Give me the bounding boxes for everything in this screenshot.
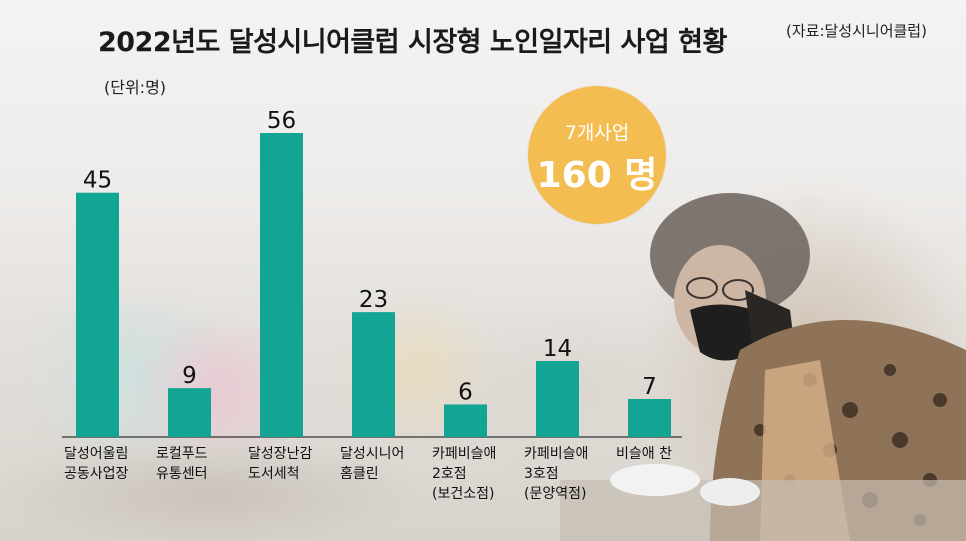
bar-value-label: 23 (359, 287, 388, 313)
category-label: 비슬애 찬 (616, 446, 672, 462)
badge-project-count: 7개사업 (564, 122, 630, 144)
category-label: 로컬푸드 (156, 446, 208, 462)
category-label: 2호점 (432, 466, 467, 482)
bar (260, 133, 303, 437)
category-label: 달성어울림 (64, 446, 128, 462)
bar (168, 388, 211, 437)
background-floor-blur (0, 440, 420, 541)
category-label: 유통센터 (156, 466, 208, 482)
category-label: 3호점 (524, 466, 559, 482)
total-badge: 7개사업 160 명 (528, 86, 666, 224)
category-label: (보건소점) (432, 486, 494, 502)
background-table-blur (440, 310, 720, 470)
category-label: 카페비슬애 (432, 446, 496, 462)
bar (352, 312, 395, 437)
bar-value-label: 14 (543, 336, 572, 362)
category-label: 홈클린 (340, 466, 379, 482)
bar (628, 399, 671, 437)
bar-value-label: 7 (642, 374, 657, 400)
chart-title: 2022년도 달성시니어클럽 시장형 노인일자리 사업 현황 (98, 27, 727, 58)
category-label: 달성시니어 (340, 446, 404, 462)
bar (76, 192, 119, 437)
bar-value-label: 9 (182, 363, 197, 389)
unit-label: (단위:명) (104, 78, 167, 97)
category-label: 공동사업장 (64, 466, 129, 482)
category-label: 카페비슬애 (524, 446, 588, 462)
category-label: 도서세척 (248, 466, 300, 482)
bar-value-label: 6 (458, 379, 473, 405)
bar (536, 361, 579, 437)
badge-total-people: 160 명 (536, 155, 658, 196)
category-label: 달성장난감 (248, 446, 313, 462)
bar-value-label: 56 (267, 108, 296, 134)
bar-value-label: 45 (83, 168, 112, 194)
source-note: (자료:달성시니어클럽) (786, 22, 927, 40)
category-label: (문양역점) (524, 486, 586, 502)
worker-photo-illustration (560, 193, 966, 541)
bar (444, 404, 487, 437)
